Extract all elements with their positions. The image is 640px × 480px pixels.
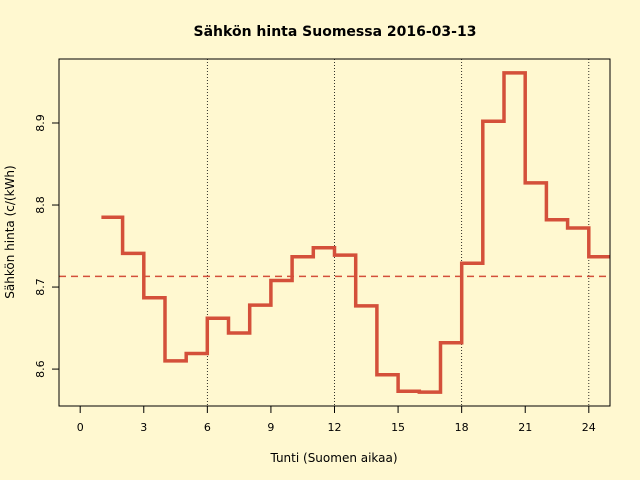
- y-axis: 8.6 8.7 8.8 8.9: [34, 114, 60, 378]
- y-tick-label-1: 8.7: [34, 278, 47, 296]
- y-axis-label: Sähkön hinta (c/(kWh): [3, 165, 17, 298]
- x-axis: 0 3 6 9 12 15 18 21 24: [77, 405, 596, 434]
- x-tick-label-18: 18: [455, 421, 469, 434]
- x-tick-label-24: 24: [582, 421, 596, 434]
- x-axis-label: Tunti (Suomen aikaa): [269, 451, 397, 465]
- x-tick-label-21: 21: [518, 421, 532, 434]
- chart-title: Sähkön hinta Suomessa 2016-03-13: [194, 24, 477, 40]
- series-line-0: [101, 71, 610, 394]
- y-tick-label-2: 8.8: [34, 196, 47, 214]
- x-tick-label-9: 9: [267, 421, 274, 434]
- y-tick-label-3: 8.9: [34, 114, 47, 131]
- x-tick-label-12: 12: [328, 421, 342, 434]
- x-tick-label-3: 3: [140, 421, 147, 434]
- x-tick-label-15: 15: [391, 421, 405, 434]
- x-tick-label-0: 0: [77, 421, 84, 434]
- y-tick-label-0: 8.6: [34, 360, 47, 378]
- gridlines: [206, 59, 590, 406]
- series-group: [101, 71, 610, 394]
- x-tick-label-6: 6: [204, 421, 211, 434]
